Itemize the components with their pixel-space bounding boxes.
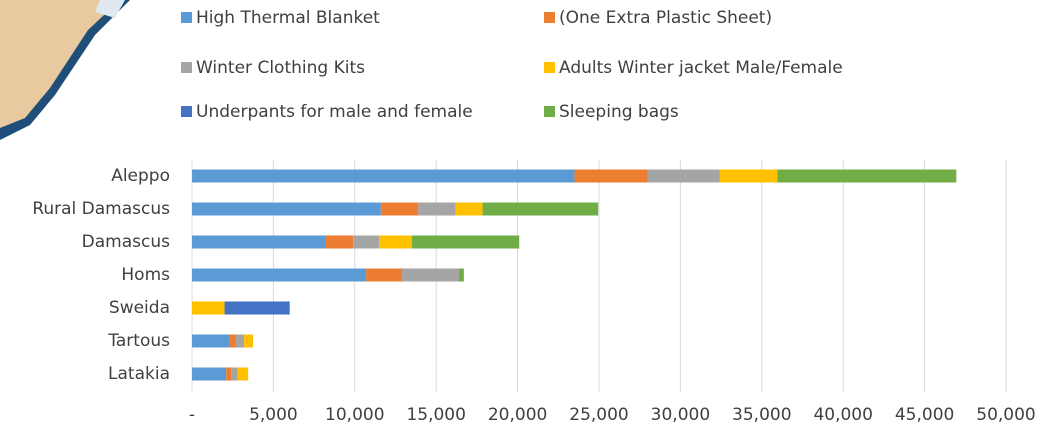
x-tick-label: 30,000 [651, 405, 710, 425]
bar-segment [224, 301, 290, 315]
legend-label: Adults Winter jacket Male/Female [559, 58, 843, 78]
x-tick-label: 25,000 [569, 405, 628, 425]
bar-segment [192, 169, 575, 183]
bar-segment [411, 235, 520, 249]
bar-segment [237, 367, 249, 381]
legend-swatch [544, 62, 555, 73]
legend-label: (One Extra Plastic Sheet) [559, 8, 772, 28]
bar-segment [719, 169, 778, 183]
bar-segment [192, 367, 227, 381]
legend-swatch [181, 62, 192, 73]
bar-segment [647, 169, 720, 183]
bar-segment [379, 235, 412, 249]
legend-swatch [544, 12, 555, 23]
y-tick-label: Sweida [109, 298, 170, 318]
bar-segment [380, 202, 419, 216]
decoration-wood [0, 0, 120, 128]
x-tick-label: 45,000 [895, 405, 954, 425]
x-tick-label: 35,000 [732, 405, 791, 425]
bar-segment [455, 202, 483, 216]
bar-segment [192, 334, 230, 348]
x-tick-label: 5,000 [249, 405, 298, 425]
y-tick-label: Aleppo [111, 166, 170, 186]
x-tick-label: 50,000 [976, 405, 1035, 425]
legend-swatch [544, 106, 555, 117]
x-tick-label: 10,000 [325, 405, 384, 425]
corner-decoration [0, 0, 130, 140]
bar-segment [192, 202, 381, 216]
legend-swatch [181, 12, 192, 23]
x-tick-label: 40,000 [813, 405, 872, 425]
bar-segment [192, 301, 225, 315]
x-tick-label: 20,000 [488, 405, 547, 425]
legend-label: Sleeping bags [559, 102, 679, 122]
y-tick-label: Tartous [107, 331, 170, 351]
bar-segment [418, 202, 456, 216]
y-tick-label: Homs [121, 265, 170, 285]
y-tick-label: Damascus [82, 232, 170, 252]
bar-segment [244, 334, 254, 348]
legend-label: High Thermal Blanket [196, 8, 380, 28]
bar-segment [192, 235, 326, 249]
bar-segment [402, 268, 459, 282]
bar-segment [458, 268, 464, 282]
x-tick-label: - [189, 405, 195, 425]
bar-segment [235, 334, 245, 348]
legend-swatch [181, 106, 192, 117]
bar-segment [229, 334, 236, 348]
decoration-paper [95, 0, 125, 18]
bar-segment [574, 169, 648, 183]
y-tick-label: Latakia [108, 364, 170, 384]
y-tick-label: Rural Damascus [32, 199, 170, 219]
bar-segment [482, 202, 599, 216]
legend-label: Underpants for male and female [196, 102, 473, 122]
bar-segment [366, 268, 403, 282]
bar-segment [231, 367, 238, 381]
bar-segment [777, 169, 957, 183]
bar-segment [192, 268, 367, 282]
bar-segment [325, 235, 354, 249]
legend-label: Winter Clothing Kits [196, 58, 365, 78]
bar-segment [226, 367, 232, 381]
bar-segment [353, 235, 380, 249]
x-tick-label: 15,000 [406, 405, 465, 425]
